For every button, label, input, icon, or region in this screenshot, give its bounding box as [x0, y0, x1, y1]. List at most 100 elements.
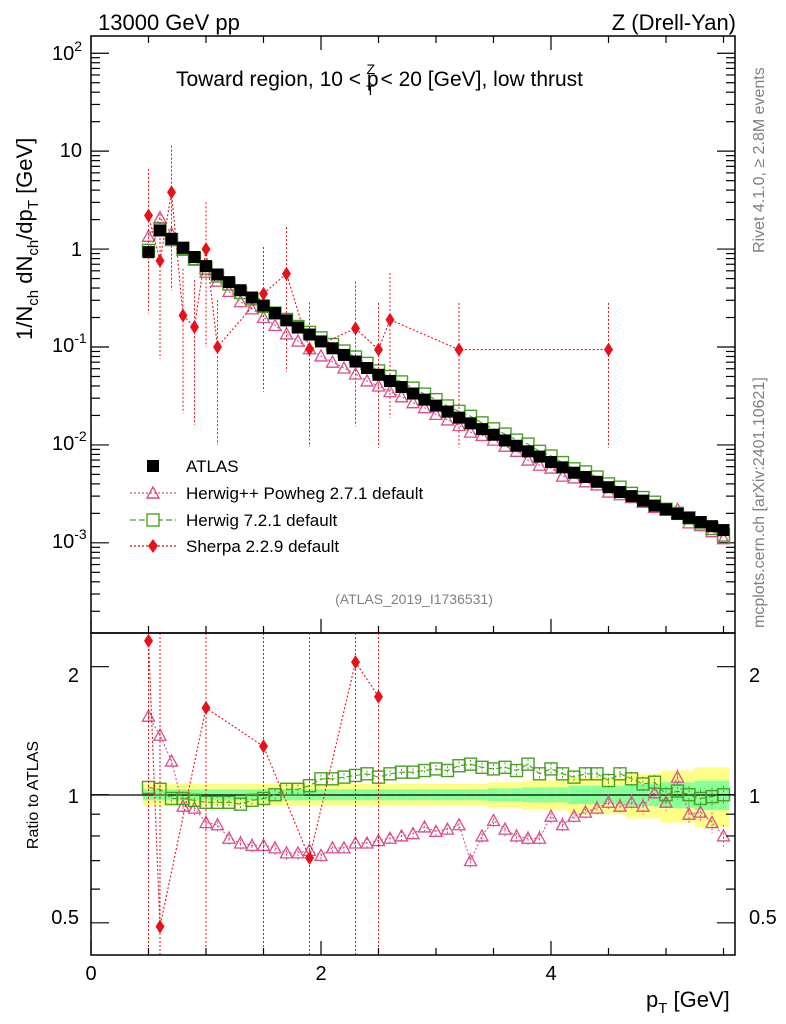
- atlas-point: [545, 455, 557, 468]
- ratio-herwig-powheg-2-7-1-default-point: [198, 815, 214, 829]
- ratio-herwig-powheg-2-7-1-default-point: [394, 828, 409, 842]
- atlas-point: [384, 374, 396, 387]
- ratio-herwig-powheg-2-7-1-default-point: [187, 800, 202, 814]
- ratio-herwig-powheg-2-7-1-default-point: [152, 727, 168, 741]
- ratio-herwig-7-2-1-default-point: [590, 767, 604, 781]
- ratio-herwig-7-2-1-default-point: [601, 773, 616, 788]
- sherpa-2-2-9-default-point: [374, 342, 383, 357]
- mcplots-label: mcplots.cern.ch [arXiv:2401.10621]: [751, 377, 768, 628]
- legend-marker-herwig7: [146, 513, 160, 527]
- ratio-herwig-powheg-2-7-1-default-point: [624, 794, 639, 808]
- chart-title: Toward region, 10 < pZ T < 20 [GeV], low …: [176, 61, 583, 98]
- herwig-powheg-2-7-1-default-point: [267, 318, 283, 332]
- ratio-herwig-powheg-2-7-1-default-point: [325, 840, 340, 854]
- sherpa-2-2-9-default-point: [155, 253, 165, 268]
- herwig-powheg-2-7-1-default-point: [405, 395, 421, 409]
- analysis-id-label: (ATLAS_2019_I1736531): [335, 591, 493, 607]
- main-y-tick-labels: 10-3 10-2 10-1 1 10 102: [52, 38, 87, 553]
- sherpa-2-2-9-default-point: [167, 185, 176, 200]
- atlas-point: [303, 328, 316, 341]
- atlas-point: [441, 405, 454, 418]
- y-tick-label-1e2: 102: [52, 38, 82, 65]
- atlas-point: [556, 461, 569, 474]
- ratio-herwig-powheg-2-7-1-default-point: [175, 798, 191, 812]
- atlas-point: [648, 499, 661, 512]
- ratio-herwig-7-2-1-default-point: [521, 757, 535, 771]
- atlas-point: [361, 362, 373, 375]
- y-tick-exp: -1: [74, 330, 87, 346]
- x-tick-label-2: 2: [315, 963, 326, 985]
- herwig-powheg-2-7-1-default-point: [555, 468, 570, 482]
- ratio-herwig-powheg-2-7-1-default-point: [279, 845, 294, 859]
- ratio-herwig-powheg-2-7-1-default-point: [612, 798, 628, 812]
- ratio-y-tick-label-1-left: 1: [68, 786, 79, 808]
- ratio-y-tick-label-2-left: 2: [68, 665, 79, 687]
- ratio-y-axis-title: Ratio to ATLAS: [25, 741, 42, 849]
- ratio-herwig-powheg-2-7-1-default-point: [290, 845, 306, 859]
- ratio-y-tick-label-05-left: 0.5: [51, 907, 79, 929]
- atlas-point: [533, 450, 546, 463]
- ratio-sherpa-2-2-9-default-point: [351, 655, 360, 670]
- atlas-point: [499, 434, 511, 447]
- ratio-herwig-7-2-1-default-point: [383, 767, 397, 781]
- legend-marker-atlas: [147, 460, 159, 472]
- ratio-herwig-powheg-2-7-1-default-point: [233, 835, 248, 849]
- ratio-panel: 2 1 0.5 2 1 0.5 Ratio to ATLAS 0 2 4 pT …: [25, 632, 777, 1017]
- xlabel-unit: [GeV]: [667, 987, 729, 1012]
- ratio-herwig-powheg-2-7-1-default-point: [244, 838, 260, 852]
- sherpa-2-2-9-default-point: [305, 342, 314, 357]
- atlas-point: [154, 224, 166, 237]
- atlas-point: [487, 428, 500, 441]
- main-series-layer: [141, 145, 731, 545]
- ratio-sherpa-2-2-9-default-point: [374, 689, 383, 704]
- ratio-herwig-powheg-2-7-1-default-point: [589, 800, 605, 814]
- herwig-powheg-2-7-1-default-point: [428, 407, 444, 421]
- atlas-point: [625, 490, 638, 503]
- ratio-series-layer: [141, 633, 731, 955]
- x-tick-label-0: 0: [85, 963, 96, 985]
- sherpa-2-2-9-default-point: [201, 242, 211, 257]
- ylabel-sub: ch: [25, 240, 42, 256]
- atlas-point: [694, 516, 707, 529]
- y-tick-exp: -3: [74, 526, 87, 542]
- ylabel-part: 1/N: [12, 306, 37, 340]
- ratio-herwig-powheg-2-7-1-default-point: [440, 821, 455, 835]
- ratio-herwig-powheg-2-7-1-default-point: [210, 817, 225, 831]
- ratio-sherpa-2-2-9-default-point: [259, 739, 268, 754]
- ratio-herwig-powheg-2-7-1-default-point: [221, 830, 237, 844]
- atlas-point: [223, 276, 235, 289]
- legend-marker-sherpa: [148, 539, 158, 553]
- y-tick-base: 10: [52, 43, 74, 65]
- atlas-point: [234, 284, 247, 297]
- herwig-powheg-2-7-1-default-point: [382, 384, 398, 398]
- y-tick-exp: -2: [74, 428, 87, 444]
- herwig-powheg-2-7-1-default-point: [325, 354, 340, 368]
- legend-label-atlas: ATLAS: [186, 457, 239, 476]
- ratio-herwig-powheg-2-7-1-default-point: [681, 806, 697, 820]
- ratio-herwig-7-2-1-default-point: [417, 763, 432, 778]
- title-sub: T: [366, 82, 375, 98]
- ratio-herwig-powheg-2-7-1-default-point: [509, 828, 524, 842]
- atlas-point: [476, 423, 488, 436]
- ratio-herwig-powheg-2-7-1-default-point: [704, 815, 720, 829]
- ratio-axis-ticks: [90, 666, 735, 955]
- sherpa-2-2-9-default-point: [259, 286, 268, 301]
- legend-label-herwig7: Herwig 7.2.1 default: [186, 511, 337, 530]
- herwig-powheg-2-7-1-default-point: [716, 531, 731, 545]
- ratio-herwig-powheg-2-7-1-default-point: [451, 817, 467, 831]
- atlas-point: [165, 232, 178, 245]
- ratio-herwig-7-2-1-default-point: [647, 775, 662, 789]
- herwig-powheg-2-7-1-default-point: [290, 333, 306, 347]
- energy-label: 13000 GeV pp: [98, 10, 240, 35]
- ratio-herwig-7-2-1-default-point: [337, 770, 351, 784]
- atlas-point: [510, 439, 523, 452]
- atlas-point: [453, 411, 465, 424]
- atlas-point: [211, 268, 224, 281]
- atlas-point: [292, 321, 304, 334]
- rivet-version-label: Rivet 4.1.0, ≥ 2.8M events: [751, 67, 768, 253]
- x-tick-label-4: 4: [545, 963, 556, 985]
- atlas-point: [671, 507, 684, 520]
- sherpa-2-2-9-default-point: [454, 342, 464, 357]
- ratio-herwig-powheg-2-7-1-default-point: [267, 840, 283, 854]
- xlabel-sub: T: [658, 1000, 667, 1017]
